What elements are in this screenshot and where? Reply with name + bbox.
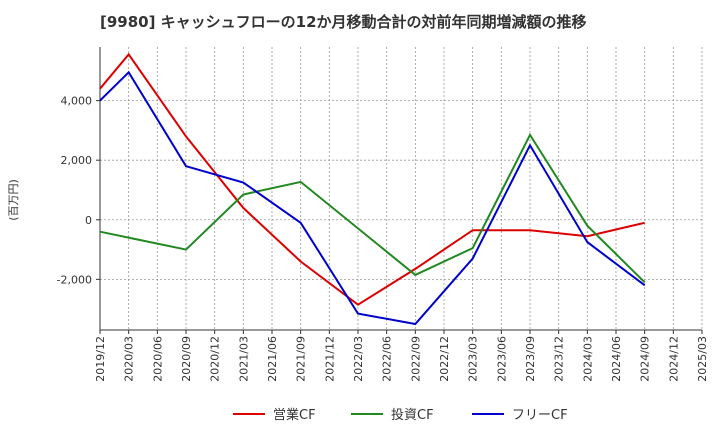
x-tick-label: 2020/09	[180, 336, 193, 382]
y-axis-label: (百万円)	[7, 179, 20, 221]
y-tick-label: 0	[85, 214, 92, 227]
y-tick-label: 4,000	[61, 95, 93, 108]
x-tick-label: 2021/06	[266, 336, 279, 382]
plot-area: 4,000 2,000 0 -2,000 2019/12 2020/03 2020/06 20…	[57, 47, 709, 382]
y-tick-label: 2,000	[61, 154, 93, 167]
x-tick-label: 2024/06	[610, 336, 623, 382]
chart-title: [9980] キャッシュフローの12か月移動合計の対前年同期増減額の推移	[100, 13, 587, 31]
x-tick-label: 2025/03	[696, 336, 709, 382]
x-tick-label: 2023/09	[524, 336, 537, 382]
x-tick-label: 2022/03	[352, 336, 365, 382]
x-tick-label: 2019/12	[94, 336, 107, 382]
legend-label: 営業CF	[273, 407, 316, 423]
x-tick-label: 2020/12	[209, 336, 222, 382]
x-tick-label: 2022/12	[438, 336, 451, 382]
x-tick-label: 2023/12	[553, 336, 566, 382]
series-line-2	[99, 132, 646, 284]
legend: 営業CF 投資CF フリーCF	[233, 407, 568, 423]
x-tick-label: 2022/06	[381, 336, 394, 382]
x-tick-label: 2023/06	[495, 336, 508, 382]
series-line-3	[99, 70, 646, 326]
x-tick-label: 2021/09	[295, 336, 308, 382]
legend-label: 投資CF	[391, 407, 434, 423]
legend-label: フリーCF	[512, 408, 568, 423]
x-tick-label: 2022/09	[409, 336, 422, 382]
x-tick-label: 2024/03	[581, 336, 594, 382]
x-tick-label: 2023/03	[467, 336, 480, 382]
y-tick-label: -2,000	[57, 273, 92, 286]
x-tick-label: 2020/03	[123, 336, 136, 382]
x-tick-label: 2024/12	[667, 336, 680, 382]
x-tick-label: 2021/03	[237, 336, 250, 382]
x-tick-label: 2024/09	[639, 336, 652, 382]
x-tick-label: 2021/12	[323, 336, 336, 382]
x-tick-label: 2020/06	[151, 336, 164, 382]
series-line-1	[99, 52, 645, 306]
